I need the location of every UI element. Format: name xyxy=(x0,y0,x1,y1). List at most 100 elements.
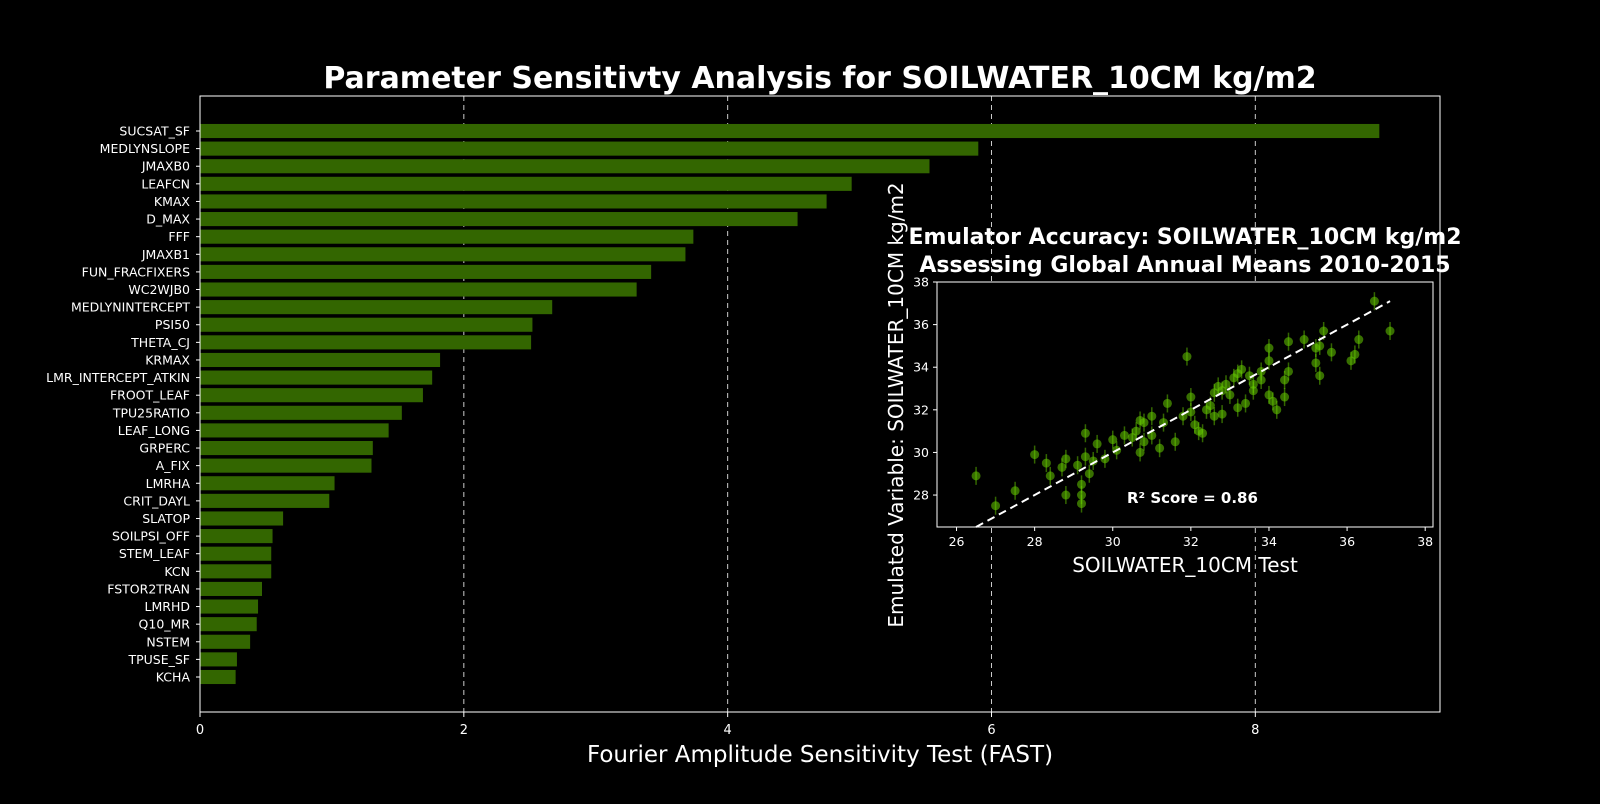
inset-x-tick-label: 30 xyxy=(1105,534,1121,549)
inset-point xyxy=(1108,435,1118,445)
bar-stem-leaf xyxy=(200,546,272,561)
inset-title-line-1: Emulator Accuracy: SOILWATER_10CM kg/m2 xyxy=(908,225,1461,250)
category-label: MEDLYNINTERCEPT xyxy=(71,300,190,315)
bar-leaf-long xyxy=(200,423,389,438)
inset-point xyxy=(1131,426,1141,436)
inset-point xyxy=(1041,458,1051,468)
inset-x-axis-label: SOILWATER_10CM Test xyxy=(1072,553,1298,577)
inset-point xyxy=(1077,479,1087,489)
category-label: TPU25RATIO xyxy=(112,405,190,420)
inset-point xyxy=(1080,428,1090,438)
main-x-tick-label: 4 xyxy=(724,723,732,738)
category-label: MEDLYNSLOPE xyxy=(100,141,190,156)
inset-x-tick-label: 34 xyxy=(1261,534,1277,549)
inset-point xyxy=(1045,471,1055,481)
inset-x-tick-label: 26 xyxy=(949,534,965,549)
inset-point xyxy=(1119,430,1129,440)
main-x-tick-label: 6 xyxy=(987,723,995,738)
inset-x-tick-label: 36 xyxy=(1339,534,1355,549)
inset-point xyxy=(1217,409,1227,419)
inset-point xyxy=(1256,375,1266,385)
category-label: LMRHD xyxy=(145,599,190,614)
inset-point xyxy=(1209,411,1219,421)
bar-q10-mr xyxy=(200,617,257,632)
inset-point xyxy=(1248,386,1258,396)
main-x-tick-label: 8 xyxy=(1251,723,1259,738)
inset-point xyxy=(1139,418,1149,428)
inset-background xyxy=(937,282,1433,527)
inset-y-tick-label: 28 xyxy=(913,488,929,503)
inset-point xyxy=(1170,437,1180,447)
bar-slatop xyxy=(200,511,284,526)
inset-point xyxy=(1299,335,1309,345)
inset-point xyxy=(1264,356,1274,366)
category-label: FUN_FRACFIXERS xyxy=(82,264,190,279)
inset-point xyxy=(1350,349,1360,359)
inset-point xyxy=(1385,326,1395,336)
main-x-tick-label: 2 xyxy=(460,723,468,738)
category-label: LMRHA xyxy=(146,476,191,491)
bar-kmax xyxy=(200,194,827,209)
inset-x-tick-label: 32 xyxy=(1183,534,1199,549)
main-category-labels: SUCSAT_SF MEDLYNSLOPE JMAXB0 LEAFCN KMAX D_MA… xyxy=(46,124,200,685)
bar-medlynslope xyxy=(200,141,979,156)
inset-point xyxy=(1139,437,1149,447)
bar-lmr-intercept-atkin xyxy=(200,370,433,385)
inset-point xyxy=(1280,392,1290,402)
inset-y-tick-label: 32 xyxy=(913,402,929,417)
inset-point xyxy=(1182,352,1192,362)
bar-fff xyxy=(200,229,694,244)
bar-grperc xyxy=(200,440,373,456)
bar-d-max xyxy=(200,212,798,227)
bar-krmax xyxy=(200,352,441,368)
bar-lmrha xyxy=(200,476,335,491)
category-label: THETA_CJ xyxy=(130,335,190,350)
bar-sucsat-sf xyxy=(200,123,1380,139)
inset-point xyxy=(1155,443,1165,453)
bar-psi50 xyxy=(200,317,533,332)
category-label: GRPERC xyxy=(139,441,190,456)
bar-fun-fracfixers xyxy=(200,264,652,279)
bar-tpuse-sf xyxy=(200,652,237,667)
inset-point xyxy=(1237,364,1247,374)
category-label: Q10_MR xyxy=(139,617,191,632)
category-label: CRIT_DAYL xyxy=(123,493,190,508)
category-label: KCHA xyxy=(156,670,191,685)
inset-point xyxy=(1221,379,1231,389)
category-label: TPUSE_SF xyxy=(127,652,190,667)
inset-point xyxy=(1354,335,1364,345)
category-label: WC2WJB0 xyxy=(128,282,190,297)
inset-point xyxy=(1241,398,1251,408)
inset-point xyxy=(1162,398,1172,408)
inset-point xyxy=(1280,375,1290,385)
inset-point xyxy=(1319,326,1329,336)
inset-point xyxy=(1077,490,1087,500)
category-label: STEM_LEAF xyxy=(119,546,190,561)
inset-point xyxy=(1283,337,1293,347)
bar-kcha xyxy=(200,669,236,685)
category-label: SOILPSI_OFF xyxy=(112,529,190,544)
inset-point xyxy=(1057,462,1067,472)
inset-point xyxy=(1268,396,1278,406)
inset-point xyxy=(1084,469,1094,479)
inset-point xyxy=(1369,296,1379,306)
category-label: LEAF_LONG xyxy=(118,423,190,438)
bar-theta-cj xyxy=(200,335,532,350)
inset-point xyxy=(1311,358,1321,368)
inset-x-tick-label: 38 xyxy=(1417,534,1433,549)
inset-point xyxy=(1186,392,1196,402)
inset-x-tick-label: 28 xyxy=(1027,534,1043,549)
bar-wc2wjb0 xyxy=(200,282,637,297)
bar-leafcn xyxy=(200,176,852,191)
category-label: PSI50 xyxy=(155,317,190,332)
category-label: FFF xyxy=(168,229,190,244)
bar-crit-dayl xyxy=(200,493,330,508)
inset-title-line-2: Assessing Global Annual Means 2010-2015 xyxy=(919,253,1450,278)
bar-jmaxb0 xyxy=(200,159,930,174)
inset-point xyxy=(1061,490,1071,500)
inset-point xyxy=(1198,428,1208,438)
inset-y-ticks: 28 30 32 34 36 38 xyxy=(913,275,937,503)
inset-annotation: R² Score = 0.86 xyxy=(1127,489,1258,507)
